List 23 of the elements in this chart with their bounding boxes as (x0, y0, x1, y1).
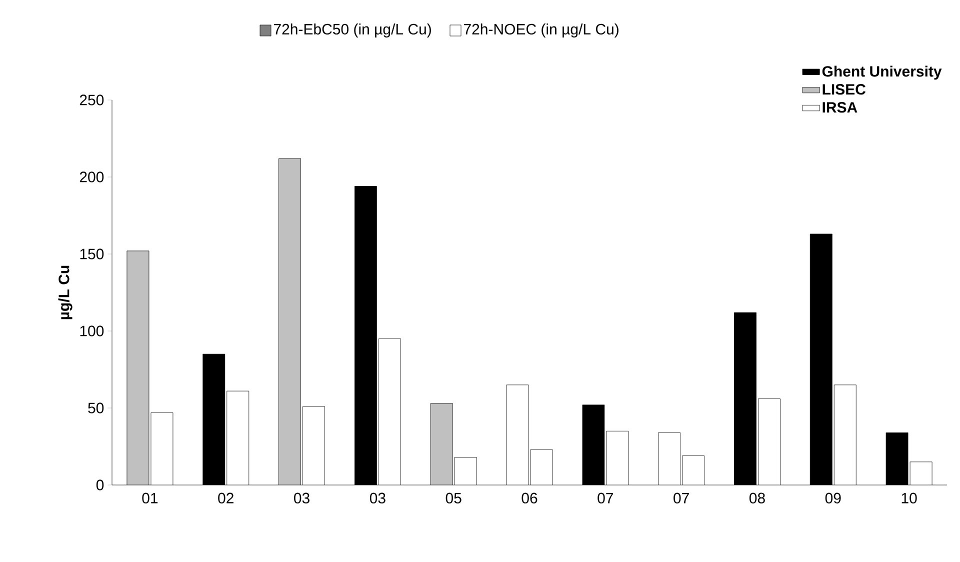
x-tick-label: 07 (674, 492, 689, 504)
legend-label: 72h-NOEC (in µg/L Cu) (464, 24, 618, 38)
x-tick-label: 07 (598, 492, 614, 504)
y-tick-label: 150 (80, 248, 104, 260)
x-tick-label: 02 (218, 492, 234, 504)
x-tick-label: 01 (142, 492, 158, 504)
legend-label: 72h-EbC50 (in µg/L Cu) (274, 24, 431, 38)
x-tick-label: 03 (370, 492, 386, 504)
legend-label: Ghent University (822, 66, 942, 80)
y-tick-label: 250 (80, 94, 104, 106)
y-tick-label: 0 (96, 480, 104, 490)
x-tick-label: 10 (902, 492, 917, 504)
y-tick-label: 50 (88, 402, 104, 414)
y-axis-title: µg/L Cu (58, 266, 72, 320)
x-tick-label: 05 (446, 492, 462, 504)
legend-label: IRSA (822, 102, 858, 113)
y-tick-label: 100 (80, 326, 104, 336)
x-tick-label: 09 (825, 492, 841, 504)
x-tick-label: 03 (294, 492, 310, 504)
y-tick-label: 200 (80, 172, 104, 182)
legend-label: LISEC (822, 84, 866, 95)
x-tick-label: 06 (522, 492, 538, 504)
x-tick-label: 08 (749, 492, 765, 504)
